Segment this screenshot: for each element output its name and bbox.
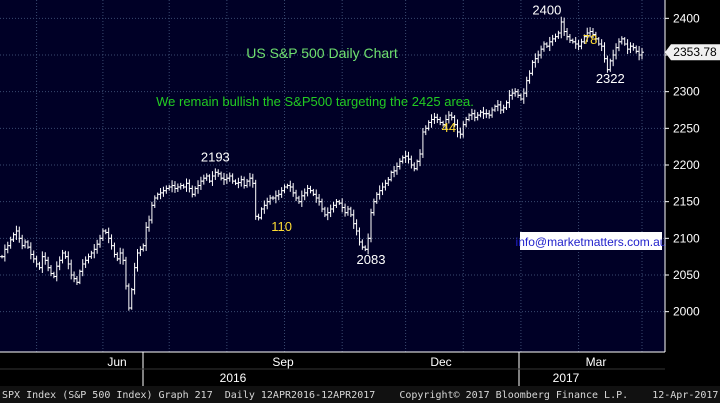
watermark-text: info@marketmatters.com.au	[516, 235, 667, 249]
ohlc-bar	[640, 47, 644, 60]
chart-title: US S&P 500 Daily Chart	[246, 45, 398, 61]
y-tick-label: 2250	[673, 121, 700, 135]
price-bars	[0, 16, 644, 311]
y-tick-label: 2150	[673, 195, 700, 209]
x-month-label: Jun	[107, 355, 126, 369]
chart-subtitle: We remain bullish the S&P500 targeting t…	[156, 94, 474, 109]
x-month-label: Sep	[272, 355, 294, 369]
price-annotation: 110	[271, 219, 292, 234]
y-tick-label: 2000	[673, 305, 700, 319]
chart-annotations: 2193 110 2083 44 2400 78 2322	[201, 3, 625, 267]
y-tick-label: 2200	[673, 158, 700, 172]
y-tick-label: 2050	[673, 268, 700, 282]
footer-text: SPX Index (S&P 500 Index) Graph 217 Dail…	[2, 390, 720, 401]
x-month-label: Dec	[430, 355, 451, 369]
last-price-tag: 2353.78	[665, 44, 720, 61]
last-price-label: 2353.78	[673, 45, 717, 59]
footer-bar: SPX Index (S&P 500 Index) Graph 217 Dail…	[0, 386, 720, 403]
y-tick-label: 2100	[673, 231, 700, 245]
price-annotation: 78	[583, 32, 597, 47]
price-annotation: 2193	[201, 149, 230, 164]
price-annotation: 2400	[532, 3, 561, 18]
watermark-box: info@marketmatters.com.au	[516, 232, 667, 250]
plot-area	[0, 0, 665, 352]
x-month-label: Mar	[586, 355, 607, 369]
y-tick-label: 2400	[673, 11, 700, 25]
price-annotation: 2083	[357, 252, 386, 267]
x-year-label: 2017	[553, 371, 580, 385]
price-annotation: 2322	[596, 71, 625, 86]
price-annotation: 44	[442, 120, 456, 135]
y-tick-label: 2300	[673, 85, 700, 99]
x-axis: Jun Sep Dec Mar 2016 2017	[0, 351, 665, 386]
x-year-label: 2016	[220, 371, 247, 385]
